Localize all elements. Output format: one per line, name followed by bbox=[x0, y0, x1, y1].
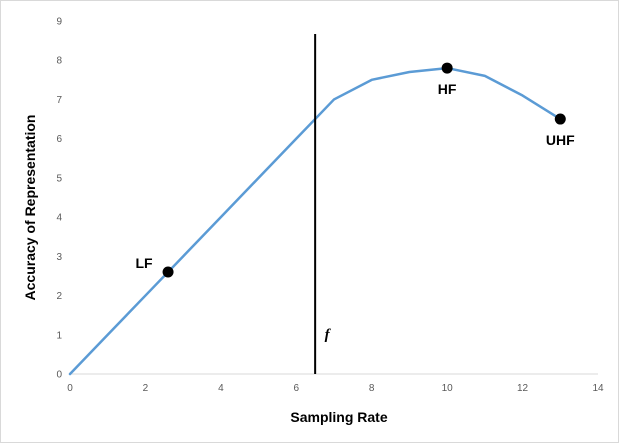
y-tick-label: 6 bbox=[56, 134, 62, 145]
x-tick-label: 8 bbox=[369, 383, 375, 394]
data-point-marker bbox=[441, 62, 453, 74]
x-tick-label: 6 bbox=[294, 383, 300, 394]
y-axis-title: Accuracy of Representation bbox=[22, 115, 38, 301]
points-layer: LF HF UHF bbox=[136, 62, 575, 278]
x-tick-label: 14 bbox=[592, 383, 604, 394]
y-tick-label: 3 bbox=[56, 252, 62, 263]
y-tick-label: 8 bbox=[56, 56, 62, 67]
x-tick-label: 4 bbox=[218, 383, 224, 394]
y-tick-label: 2 bbox=[56, 291, 62, 302]
x-axis-ticks: 0 2 4 6 8 10 12 14 bbox=[67, 383, 604, 394]
data-point-marker bbox=[162, 266, 174, 278]
x-axis-title: Sampling Rate bbox=[290, 409, 387, 425]
x-tick-label: 0 bbox=[67, 383, 73, 394]
y-tick-label: 5 bbox=[56, 173, 62, 184]
data-point-label: UHF bbox=[546, 132, 575, 148]
vertical-marker-layer: f bbox=[314, 34, 332, 374]
y-tick-label: 1 bbox=[56, 330, 62, 341]
vertical-marker-label: f bbox=[325, 327, 332, 343]
data-point-marker bbox=[554, 113, 566, 125]
x-tick-label: 10 bbox=[442, 383, 454, 394]
y-tick-label: 4 bbox=[56, 213, 62, 224]
y-tick-label: 7 bbox=[56, 95, 62, 106]
y-tick-label: 9 bbox=[56, 17, 62, 28]
x-tick-label: 2 bbox=[143, 383, 149, 394]
data-point-label: LF bbox=[136, 255, 154, 271]
y-axis-ticks: 0 1 2 3 4 5 6 7 8 9 bbox=[56, 17, 62, 381]
data-point-label: HF bbox=[438, 81, 457, 97]
x-tick-label: 12 bbox=[517, 383, 529, 394]
y-tick-label: 0 bbox=[56, 370, 62, 381]
